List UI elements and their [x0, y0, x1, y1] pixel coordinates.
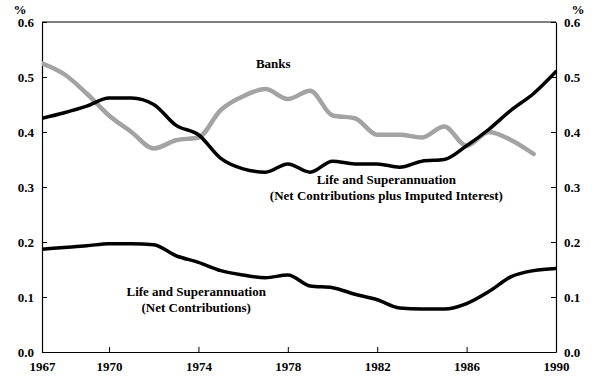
series-label: Banks — [256, 56, 291, 71]
series-label-line: (Net Contributions plus Imputed Interest… — [270, 188, 503, 203]
tick-label: 1982 — [365, 359, 391, 374]
axis-line — [556, 23, 557, 353]
tick-label: 0.2 — [18, 235, 34, 250]
tick: 1970 — [97, 347, 123, 374]
tick-label: 0.3 — [564, 180, 581, 195]
tick-mark — [42, 297, 47, 298]
series-label: Life and Superannuation(Net Contribution… — [270, 172, 503, 203]
tick-mark — [467, 347, 468, 352]
tick: 0.3 — [551, 180, 581, 195]
axis-unit: % — [14, 2, 27, 17]
tick-label: 0.1 — [564, 290, 580, 305]
plot-area — [42, 63, 556, 309]
tick-label: 0.4 — [18, 125, 35, 140]
tick: 0.5 — [18, 70, 47, 85]
tick-mark — [42, 242, 47, 243]
tick-mark — [42, 77, 47, 78]
tick: 0.4 — [551, 125, 581, 140]
tick-label: 0.3 — [18, 180, 35, 195]
tick-mark — [42, 187, 47, 188]
series-label-line: (Net Contributions) — [141, 300, 250, 315]
frame — [42, 21, 556, 22]
tick-mark — [198, 347, 199, 352]
tick-mark — [42, 352, 47, 353]
tick-mark — [377, 347, 378, 352]
tick: 0.1 — [18, 290, 47, 305]
x-axis: 1967 1970 1974 1978 1982 1986 1990 — [30, 347, 570, 374]
tick-label: 0.5 — [564, 70, 581, 85]
tick-mark — [288, 347, 289, 352]
tick: 1974 — [186, 347, 213, 374]
tick: 0.2 — [551, 235, 580, 250]
tick-label: 1978 — [275, 359, 302, 374]
series-label-line: Banks — [256, 56, 291, 71]
series-label-line: Life and Superannuation — [317, 172, 457, 187]
tick-label: 0.5 — [18, 70, 35, 85]
tick-mark — [42, 132, 47, 133]
axis-line — [43, 352, 557, 353]
tick: 1986 — [454, 347, 481, 374]
tick-mark — [551, 187, 556, 188]
tick-label: 0.4 — [564, 125, 581, 140]
tick-label: 0.1 — [18, 290, 34, 305]
series-line — [42, 72, 556, 173]
axis-unit: % — [572, 2, 585, 17]
tick-label: 0.0 — [564, 345, 580, 360]
y2-axis: 0.00.10.20.30.40.50.6 — [551, 15, 581, 360]
tick-mark — [551, 352, 556, 353]
series-line — [42, 63, 534, 154]
tick-label: 1967 — [30, 359, 57, 374]
tick-label: 1970 — [97, 359, 123, 374]
tick: 0.1 — [551, 290, 580, 305]
tick-label: 1974 — [186, 359, 213, 374]
tick-label: 0.2 — [564, 235, 580, 250]
tick: 0.4 — [18, 125, 47, 140]
series-label: Life and Superannuation(Net Contribution… — [126, 284, 266, 315]
tick-mark — [109, 347, 110, 352]
tick: 0.0 — [18, 345, 47, 360]
series-line — [42, 244, 556, 309]
tick-label: 1986 — [454, 359, 481, 374]
series-label-line: Life and Superannuation — [126, 284, 266, 299]
tick: 0.3 — [18, 180, 47, 195]
tick-mark — [551, 242, 556, 243]
tick: 0.0 — [551, 345, 580, 360]
tick-mark — [551, 297, 556, 298]
tick-label: 1990 — [544, 359, 570, 374]
tick: 1978 — [275, 347, 302, 374]
chart: 19671970197419781982198619900.00.10.20.3… — [0, 0, 600, 382]
tick: 1982 — [365, 347, 391, 374]
y-axis: 0.00.10.20.30.40.50.6 — [18, 15, 47, 360]
tick-mark — [551, 132, 556, 133]
tick-label: 0.0 — [18, 345, 34, 360]
